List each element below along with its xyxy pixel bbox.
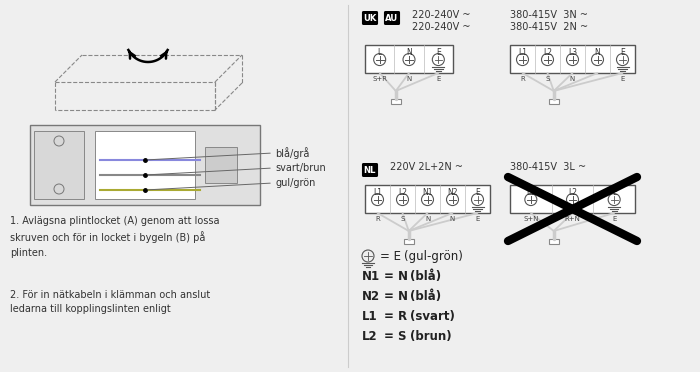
Text: N: N	[450, 216, 455, 222]
Text: N: N	[570, 76, 575, 82]
FancyBboxPatch shape	[510, 185, 635, 213]
Text: N1: N1	[362, 270, 380, 283]
Text: = N: = N	[384, 270, 408, 283]
FancyBboxPatch shape	[365, 185, 490, 213]
Text: E: E	[436, 48, 441, 57]
Text: N: N	[425, 216, 430, 222]
Text: L3: L3	[568, 48, 577, 57]
FancyBboxPatch shape	[30, 125, 260, 205]
Text: NL: NL	[364, 166, 377, 174]
Text: 220-240V ~
220-240V ~: 220-240V ~ 220-240V ~	[412, 10, 470, 32]
Text: L2: L2	[568, 188, 577, 197]
Text: N2: N2	[447, 188, 458, 197]
Text: L2: L2	[543, 48, 552, 57]
Text: (blå): (blå)	[410, 270, 441, 283]
FancyBboxPatch shape	[95, 131, 195, 199]
Text: L1: L1	[518, 48, 527, 57]
FancyBboxPatch shape	[34, 131, 84, 199]
FancyBboxPatch shape	[404, 239, 414, 244]
Text: L1: L1	[373, 188, 382, 197]
FancyBboxPatch shape	[510, 45, 635, 73]
Text: svart/brun: svart/brun	[275, 163, 326, 173]
Text: 2. För in nätkabeln i klämman och anslut
ledarna till kopplingslinten enligt: 2. För in nätkabeln i klämman och anslut…	[10, 290, 210, 314]
Text: N: N	[406, 48, 412, 57]
Text: 380-415V  3L ~: 380-415V 3L ~	[510, 162, 586, 172]
Text: L: L	[377, 48, 382, 57]
Text: S+N: S+N	[523, 216, 538, 222]
FancyBboxPatch shape	[362, 163, 378, 177]
Text: = E: = E	[380, 250, 401, 263]
Text: (gul-grön): (gul-grön)	[404, 250, 463, 263]
FancyBboxPatch shape	[365, 45, 453, 73]
Text: R: R	[375, 216, 380, 222]
Text: L1: L1	[526, 188, 536, 197]
Text: R: R	[520, 76, 525, 82]
FancyBboxPatch shape	[362, 11, 378, 25]
Text: UK: UK	[363, 13, 377, 22]
Text: E: E	[612, 188, 617, 197]
Text: S: S	[545, 76, 550, 82]
Text: L2: L2	[362, 330, 377, 343]
Text: N2: N2	[362, 290, 380, 303]
Text: R+N: R+N	[565, 216, 580, 222]
Text: N: N	[594, 48, 601, 57]
Text: (svart): (svart)	[410, 310, 455, 323]
FancyBboxPatch shape	[549, 239, 559, 244]
Text: E: E	[475, 216, 480, 222]
Text: E: E	[475, 188, 480, 197]
Text: 220V 2L+2N ~: 220V 2L+2N ~	[390, 162, 463, 172]
Text: (blå): (blå)	[410, 290, 441, 303]
Text: E: E	[612, 216, 617, 222]
Text: = S: = S	[384, 330, 407, 343]
FancyBboxPatch shape	[205, 147, 237, 183]
Text: 1. Avlägsna plintlocket (A) genom att lossa
skruven och för in locket i bygeln (: 1. Avlägsna plintlocket (A) genom att lo…	[10, 216, 220, 258]
Text: gul/grön: gul/grön	[275, 178, 316, 188]
Text: S: S	[400, 216, 405, 222]
FancyBboxPatch shape	[384, 11, 400, 25]
Text: L1: L1	[362, 310, 377, 323]
Text: E: E	[436, 76, 440, 82]
Text: S+R: S+R	[372, 76, 387, 82]
Text: = N: = N	[384, 290, 408, 303]
Text: AU: AU	[386, 13, 398, 22]
Text: N1: N1	[422, 188, 433, 197]
Text: 380-415V  3N ~
380-415V  2N ~: 380-415V 3N ~ 380-415V 2N ~	[510, 10, 588, 32]
Text: (brun): (brun)	[410, 330, 452, 343]
FancyBboxPatch shape	[549, 99, 559, 104]
Text: N: N	[407, 76, 412, 82]
Text: L2: L2	[398, 188, 407, 197]
Text: E: E	[620, 76, 624, 82]
Text: blå/grå: blå/grå	[275, 147, 309, 159]
Text: = R: = R	[384, 310, 407, 323]
FancyBboxPatch shape	[391, 99, 401, 104]
Text: E: E	[620, 48, 625, 57]
